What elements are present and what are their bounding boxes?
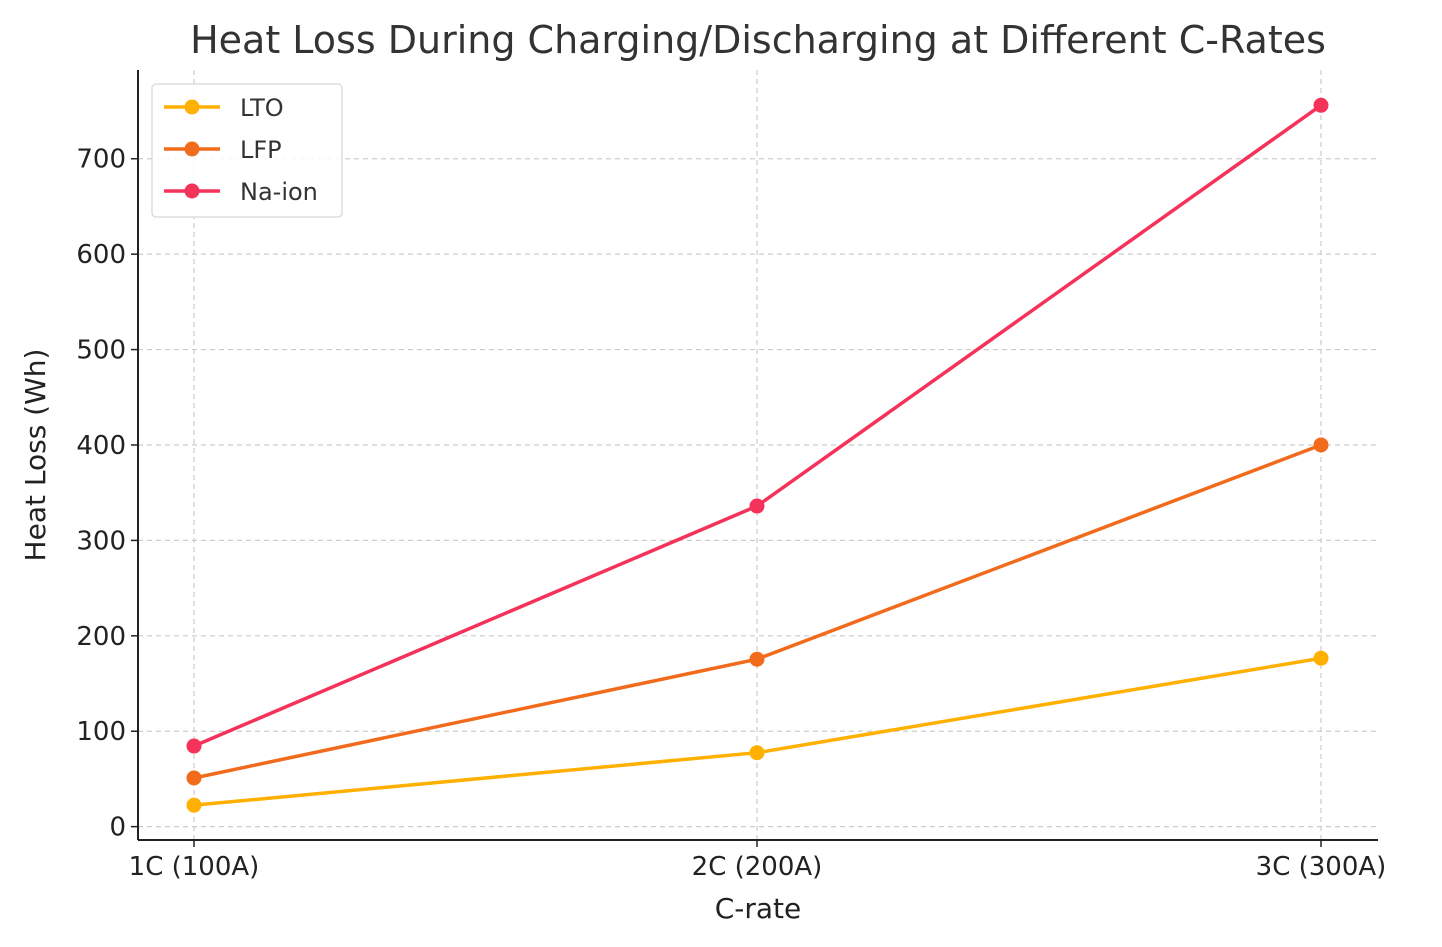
legend-marker	[184, 99, 200, 115]
y-tick-label: 500	[76, 336, 126, 366]
data-point-na-ion	[186, 738, 202, 754]
data-point-lfp	[186, 770, 202, 786]
data-point-lto	[749, 745, 765, 761]
y-axis-label: Heat Loss (Wh)	[19, 349, 52, 562]
data-point-na-ion	[749, 498, 765, 514]
y-tick-label: 600	[76, 240, 126, 270]
chart-title: Heat Loss During Charging/Discharging at…	[190, 18, 1326, 62]
data-point-lfp	[749, 651, 765, 667]
y-tick-label: 700	[76, 145, 126, 175]
data-point-na-ion	[1313, 97, 1329, 113]
y-tick-label: 100	[76, 717, 126, 747]
legend-label: LFP	[240, 136, 282, 164]
data-point-lto	[1313, 650, 1329, 666]
y-tick-label: 0	[109, 813, 126, 843]
legend-marker	[184, 183, 200, 199]
y-tick-label: 400	[76, 431, 126, 461]
legend-label: LTO	[240, 94, 284, 122]
x-tick-label: 3C (300A)	[1256, 852, 1387, 882]
x-tick-label: 1C (100A)	[129, 852, 260, 882]
y-tick-label: 300	[76, 526, 126, 556]
legend: LTO LFP Na-ion	[151, 83, 343, 218]
x-axis-label: C-rate	[715, 892, 802, 925]
legend-box	[151, 83, 343, 218]
data-point-lfp	[1313, 437, 1329, 453]
legend-label: Na-ion	[240, 178, 318, 206]
y-tick-label: 200	[76, 622, 126, 652]
x-tick-label: 2C (200A)	[692, 852, 823, 882]
legend-marker	[184, 141, 200, 157]
data-point-lto	[186, 797, 202, 813]
